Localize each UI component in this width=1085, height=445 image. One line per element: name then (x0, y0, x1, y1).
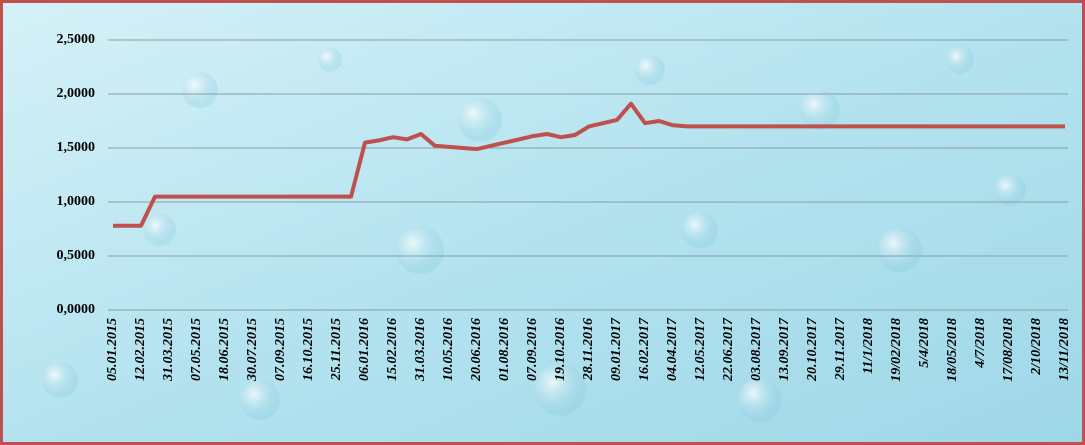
x-tick-label: 12.05.2017 (693, 317, 708, 381)
x-tick-label: 06.01.2016 (357, 318, 372, 381)
x-tick-label: 03.08.2017 (749, 317, 764, 381)
y-tick-label: 1,5000 (57, 140, 96, 155)
x-tick-label: 16.02.2017 (637, 317, 652, 381)
x-tick-label: 04.04.2017 (665, 317, 680, 381)
x-tick-label: 17/08/2018 (1001, 318, 1016, 382)
x-tick-label: 31.03.2015 (161, 318, 176, 382)
x-tick-label: 22.06.2017 (721, 317, 736, 382)
y-tick-label: 2,0000 (57, 86, 96, 101)
x-tick-label: 12.02.2015 (133, 318, 148, 381)
x-tick-label: 18/05/2018 (945, 318, 960, 382)
x-tick-label: 15.02.2016 (385, 318, 400, 381)
y-tick-label: 0,5000 (57, 248, 96, 263)
x-tick-label: 29.11.2017 (833, 317, 848, 381)
x-tick-label: 20.06.2016 (469, 318, 484, 382)
x-tick-label: 25.11.2015 (329, 318, 344, 381)
x-tick-label: 2/10/2018 (1029, 318, 1044, 376)
x-tick-label: 05.01.2015 (105, 318, 120, 381)
x-tick-label: 30.07.2015 (245, 318, 260, 382)
x-tick-label: 31.03.2016 (413, 318, 428, 382)
chart: 0,0000 0,5000 1,0000 1,5000 2,0000 2,5000 05.0… (0, 0, 1085, 445)
x-tick-label: 09.01.2017 (609, 317, 624, 381)
x-tick-label: 19.10.2016 (553, 318, 568, 381)
x-tick-label: 10.05.2016 (441, 318, 456, 381)
x-tick-label: 19/02/2018 (889, 318, 904, 382)
x-tick-label: 13.09.2017 (777, 317, 792, 381)
x-tick-label: 5/4/2018 (917, 318, 932, 368)
x-tick-label: 07.05.2015 (189, 318, 204, 381)
x-tick-label: 20.10.2017 (805, 317, 820, 382)
y-tick-label: 0,0000 (57, 302, 96, 317)
y-tick-label: 2,5000 (57, 32, 96, 47)
x-tick-label: 4/7/2018 (973, 318, 988, 369)
x-tick-label: 28.11.2016 (581, 318, 596, 381)
y-tick-label: 1,0000 (57, 194, 96, 209)
x-tick-label: 11/1/2018 (861, 318, 876, 374)
x-tick-label: 07.09.2016 (525, 318, 540, 381)
x-tick-label: 18.06.2015 (217, 318, 232, 381)
x-tick-label: 01.08.2016 (497, 318, 512, 381)
x-tick-label: 07.09.2015 (273, 318, 288, 381)
x-tick-label: 16.10.2015 (301, 318, 316, 381)
x-tick-label: 13/11/2018 (1057, 318, 1072, 381)
